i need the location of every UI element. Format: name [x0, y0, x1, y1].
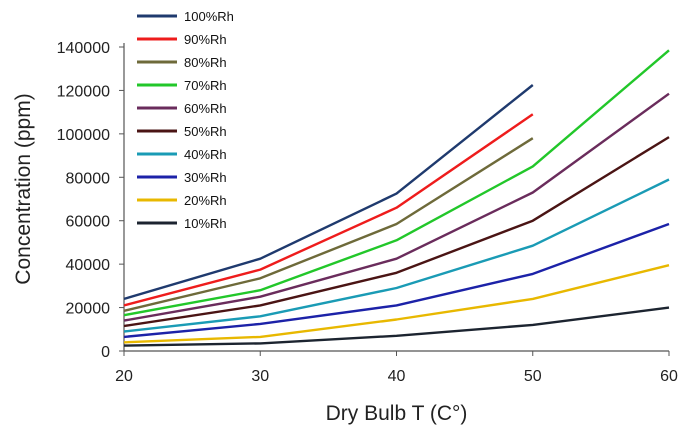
legend-label: 20%Rh	[184, 193, 227, 208]
series-line-90pct-rh	[123, 113, 534, 307]
legend-label: 60%Rh	[184, 101, 227, 116]
series-line-50pct-rh	[123, 136, 670, 328]
x-axis-ticks: 20 30 40 50 60	[115, 351, 678, 385]
series-line-60pct-rh	[123, 92, 670, 322]
legend-item: 20%Rh	[137, 193, 227, 208]
y-tick-label: 20000	[66, 301, 111, 318]
series-line-40pct-rh	[123, 178, 670, 333]
legend-label: 90%Rh	[184, 32, 227, 47]
x-tick-label: 20	[115, 368, 133, 385]
x-tick-label: 40	[388, 368, 406, 385]
y-tick-label: 80000	[66, 170, 111, 187]
x-axis-title: Dry Bulb T (C°)	[326, 402, 468, 425]
legend-item: 50%Rh	[137, 124, 227, 139]
y-axis-title: Concentration (ppm)	[12, 93, 35, 284]
legend-item: 40%Rh	[137, 147, 227, 162]
series-line-30pct-rh	[123, 222, 670, 339]
series-line-80pct-rh	[123, 137, 534, 312]
legend-item: 30%Rh	[137, 170, 227, 185]
legend-item: 60%Rh	[137, 101, 227, 116]
legend-item: 10%Rh	[137, 216, 227, 231]
legend-label: 50%Rh	[184, 124, 227, 139]
x-tick-label: 30	[251, 368, 269, 385]
series-line-100pct-rh	[123, 84, 534, 301]
legend-label: 10%Rh	[184, 216, 227, 231]
y-tick-label: 60000	[66, 214, 111, 231]
legend-item: 80%Rh	[137, 55, 227, 70]
series-line-10pct-rh	[123, 306, 670, 347]
legend-label: 80%Rh	[184, 55, 227, 70]
y-tick-label: 140000	[57, 40, 110, 57]
x-tick-label: 50	[524, 368, 542, 385]
x-tick-label: 60	[660, 368, 678, 385]
legend-label: 70%Rh	[184, 78, 227, 93]
y-tick-label: 100000	[57, 127, 110, 144]
legend-item: 90%Rh	[137, 32, 227, 47]
series-line-20pct-rh	[123, 264, 670, 344]
y-tick-label: 120000	[57, 83, 110, 100]
legend-label: 30%Rh	[184, 170, 227, 185]
legend-item: 100%Rh	[137, 9, 234, 24]
legend-label: 40%Rh	[184, 147, 227, 162]
legend-item: 70%Rh	[137, 78, 227, 93]
series-line-70pct-rh	[123, 49, 670, 317]
legend: 100%Rh 90%Rh 80%Rh 70%Rh 60%Rh 50%Rh 40%Rh 30%R…	[137, 9, 234, 231]
y-axis-ticks: 0 20000 40000 60000 80000 100000 120000 140000	[57, 40, 124, 361]
legend-label: 100%Rh	[184, 9, 234, 24]
y-tick-label: 40000	[66, 257, 111, 274]
series-lines	[123, 49, 670, 347]
y-tick-label: 0	[101, 344, 110, 361]
